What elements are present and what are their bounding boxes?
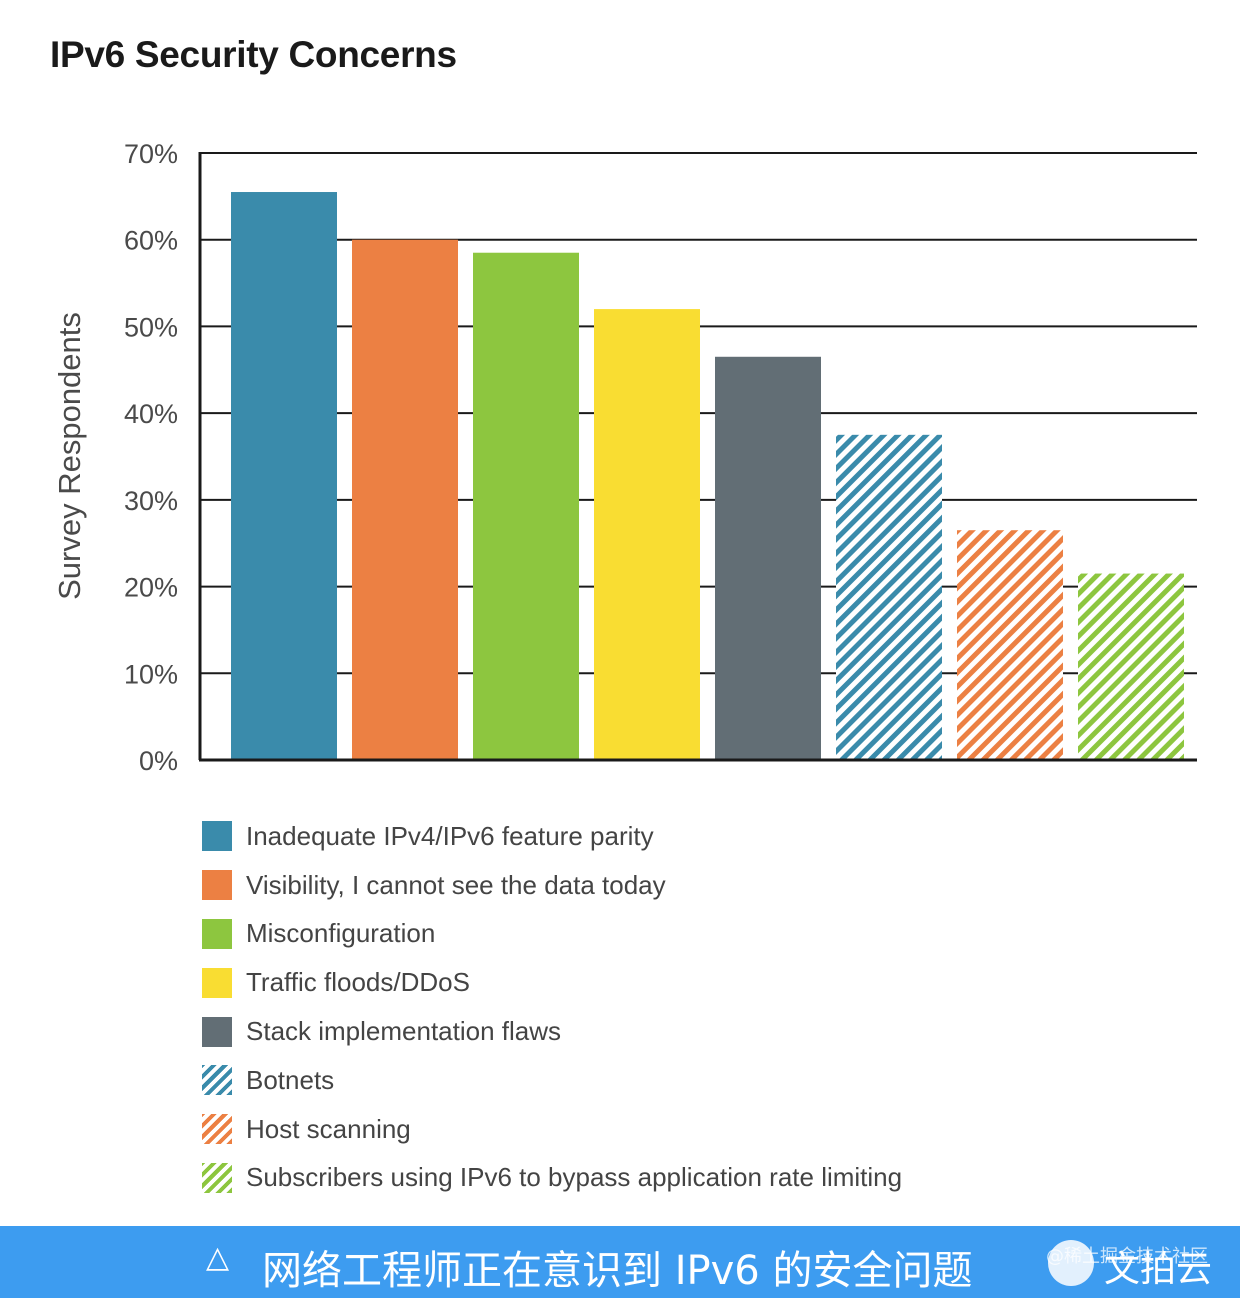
watermark-community: @稀土掘金技术社区 (1046, 1246, 1208, 1267)
triangle-icon: △ (206, 1241, 230, 1274)
legend-item: Host scanning (202, 1105, 902, 1154)
y-tick-label: 30% (124, 486, 178, 516)
legend-item: Misconfiguration (202, 910, 902, 959)
bar (957, 530, 1063, 760)
bar (594, 309, 700, 760)
y-tick-label: 20% (124, 573, 178, 603)
legend-item: Inadequate IPv4/IPv6 feature parity (202, 812, 902, 861)
legend-swatch (202, 967, 232, 998)
legend-item: Subscribers using IPv6 to bypass applica… (202, 1154, 902, 1203)
legend-label: Inadequate IPv4/IPv6 feature parity (246, 820, 654, 851)
tick-labels: 0% 10% 20% 30% 40% 50% 60% 70% (124, 139, 178, 776)
y-tick-label: 60% (124, 226, 178, 256)
legend-label: Misconfiguration (246, 918, 436, 949)
y-tick-label: 50% (124, 312, 178, 342)
watermark-brand: 文拍云 (1104, 1249, 1213, 1290)
legend-swatch (202, 821, 232, 852)
legend-label: Stack implementation flaws (246, 1016, 562, 1047)
legend-label: Host scanning (246, 1113, 411, 1144)
y-tick-label: 70% (124, 139, 178, 169)
legend-item: Visibility, I cannot see the data today (202, 861, 902, 910)
axes (198, 152, 1197, 762)
y-tick-label: 10% (124, 659, 178, 689)
legend-swatch (202, 1114, 232, 1145)
legend-swatch (202, 870, 232, 901)
legend-item: Traffic floods/DDoS (202, 958, 902, 1007)
bar (836, 434, 942, 760)
y-tick-label: 40% (124, 399, 178, 429)
caption-bar: △ 网络工程师正在意识到 IPv6 的安全问题 文拍云 @稀土掘金技术社区 (0, 1226, 1240, 1298)
legend-label: Traffic floods/DDoS (246, 967, 470, 998)
caption-text: 网络工程师正在意识到 IPv6 的安全问题 (262, 1248, 973, 1294)
bar (473, 252, 579, 760)
legend-label: Visibility, I cannot see the data today (246, 869, 666, 900)
bar (1078, 573, 1184, 760)
cloud-logo-icon (1048, 1240, 1094, 1286)
bar (352, 239, 458, 760)
legend-item: Botnets (202, 1056, 902, 1105)
legend-item: Stack implementation flaws (202, 1007, 902, 1056)
legend-swatch (202, 1016, 232, 1047)
chart-area: 0% 10% 20% 30% 40% 50% 60% 70% Survey Responden… (52, 139, 1197, 776)
legend-swatch (202, 918, 232, 949)
chart-title: IPv6 Security Concerns (50, 34, 457, 75)
y-tick-label: 0% (139, 746, 178, 776)
legend: Inadequate IPv4/IPv6 feature parity Visib… (202, 812, 902, 1202)
legend-swatch (202, 1162, 232, 1193)
legend-label: Subscribers using IPv6 to bypass applica… (246, 1162, 903, 1193)
y-axis-label: Survey Respondents (52, 312, 87, 600)
legend-swatch (202, 1065, 232, 1096)
bar (715, 356, 821, 760)
bar (231, 192, 337, 760)
bars (231, 192, 1184, 760)
legend-label: Botnets (246, 1064, 335, 1095)
